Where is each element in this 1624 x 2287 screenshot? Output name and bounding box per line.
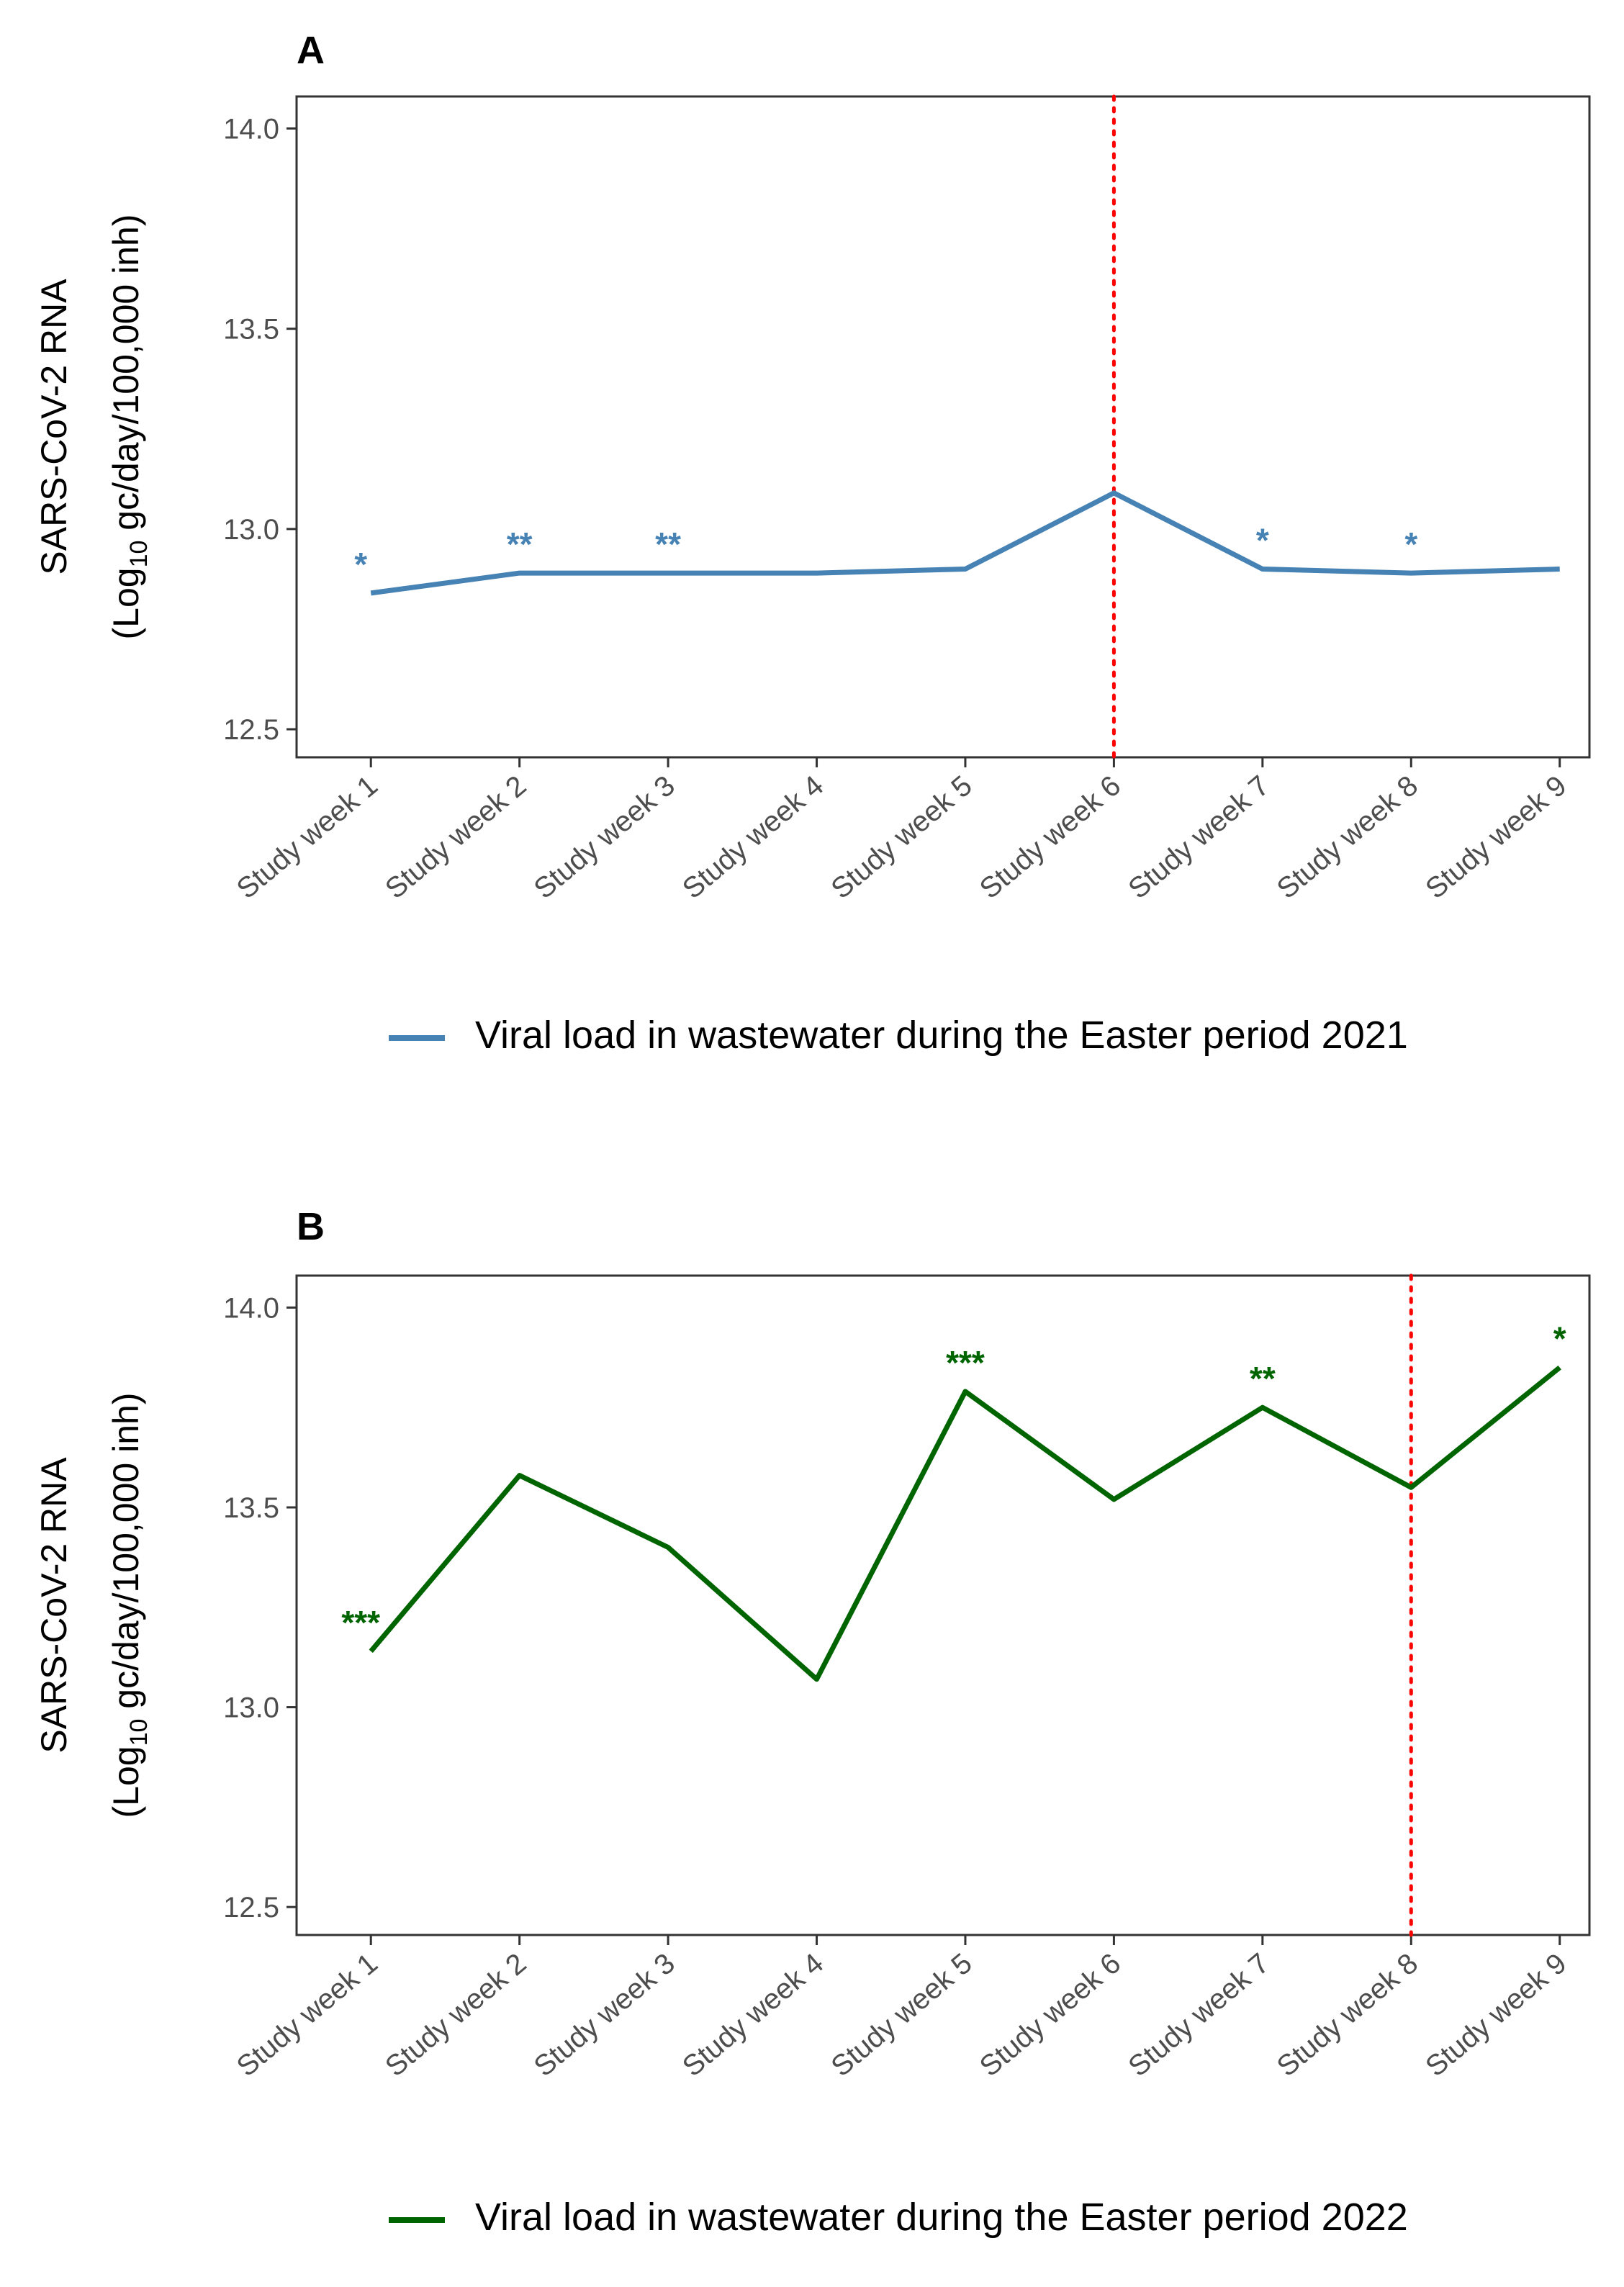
significance-marker: * [354, 546, 367, 583]
x-tick-label: Study week 4 [677, 1947, 829, 2083]
significance-marker: * [1404, 525, 1417, 563]
significance-marker: ** [655, 525, 681, 563]
y-axis-title-line1: SARS-CoV-2 RNA [34, 1457, 74, 1754]
y-tick-label: 13.0 [223, 514, 279, 546]
x-tick-label: Study week 5 [826, 770, 978, 905]
x-tick-label: Study week 2 [379, 770, 532, 905]
chart-panel-a: A 12.5 13.0 13.5 14.0 SARS-CoV-2 RNA (Log10 gc… [34, 29, 1591, 1057]
y-tick-label: 14.0 [223, 114, 279, 145]
y-tick-label: 14.0 [223, 1292, 279, 1324]
significance-marker: *** [946, 1344, 985, 1381]
significance-marker: ** [1250, 1360, 1276, 1397]
y-tick-label: 13.0 [223, 1692, 279, 1724]
significance-marker: * [1553, 1320, 1566, 1358]
y-tick-label: 12.5 [223, 1892, 279, 1923]
x-tick-label: Study week 5 [826, 1947, 978, 2083]
panel-label: A [297, 29, 325, 72]
series-line [369, 1365, 1561, 1682]
plot-border [295, 1274, 1591, 1936]
x-tick-label: Study week 8 [1271, 770, 1424, 905]
y-axis-title-suffix: gc/day/100,000 inh) [106, 1392, 146, 1718]
y-tick-label: 13.5 [223, 1492, 279, 1524]
y-axis-title-suffix: gc/day/100,000 inh) [106, 214, 146, 540]
x-tick-label: Study week 1 [231, 1947, 384, 2083]
x-tick-label: Study week 4 [677, 770, 829, 905]
x-tick-label: Study week 9 [1420, 770, 1572, 905]
y-axis-title-line2: (Log10 gc/day/100,000 inh) [106, 214, 153, 639]
y-axis-title-line1: SARS-CoV-2 RNA [34, 279, 74, 575]
x-tick-label: Study week 7 [1122, 770, 1275, 905]
y-axis-title-subscript: 10 [125, 541, 153, 568]
x-tick-label: Study week 1 [231, 770, 384, 905]
x-tick-label: Study week 3 [528, 1947, 681, 2083]
x-tick-label: Study week 7 [1122, 1947, 1275, 2083]
panel-label: B [297, 1205, 325, 1248]
x-tick-label: Study week 2 [379, 1947, 532, 2083]
x-tick-label: Study week 3 [528, 770, 681, 905]
x-tick-label: Study week 6 [974, 1947, 1127, 2083]
significance-marker: * [1256, 522, 1269, 559]
significance-marker: *** [341, 1604, 380, 1641]
significance-marker: ** [507, 525, 533, 563]
y-tick-label: 12.5 [223, 714, 279, 746]
y-axis-title-subscript: 10 [125, 1719, 153, 1746]
y-axis-title-line2: (Log10 gc/day/100,000 inh) [106, 1392, 153, 1818]
legend-label: Viral load in wastewater during the East… [475, 2196, 1408, 2239]
y-axis-title-prefix: (Log [106, 567, 146, 639]
x-tick-label: Study week 8 [1271, 1947, 1424, 2083]
legend-label: Viral load in wastewater during the East… [475, 1014, 1408, 1057]
chart-panel-b: B 12.5 13.0 13.5 14.0 SARS-CoV-2 RNA (Log10 gc… [34, 1205, 1591, 2239]
legend: Viral load in wastewater during the East… [389, 2196, 1408, 2239]
y-axis-title-prefix: (Log [106, 1746, 146, 1818]
series-line [370, 490, 1560, 596]
plot-border [295, 95, 1591, 759]
y-tick-label: 13.5 [223, 314, 279, 346]
x-tick-label: Study week 6 [974, 770, 1127, 905]
x-tick-label: Study week 9 [1420, 1947, 1572, 2083]
legend: Viral load in wastewater during the East… [389, 1014, 1408, 1057]
